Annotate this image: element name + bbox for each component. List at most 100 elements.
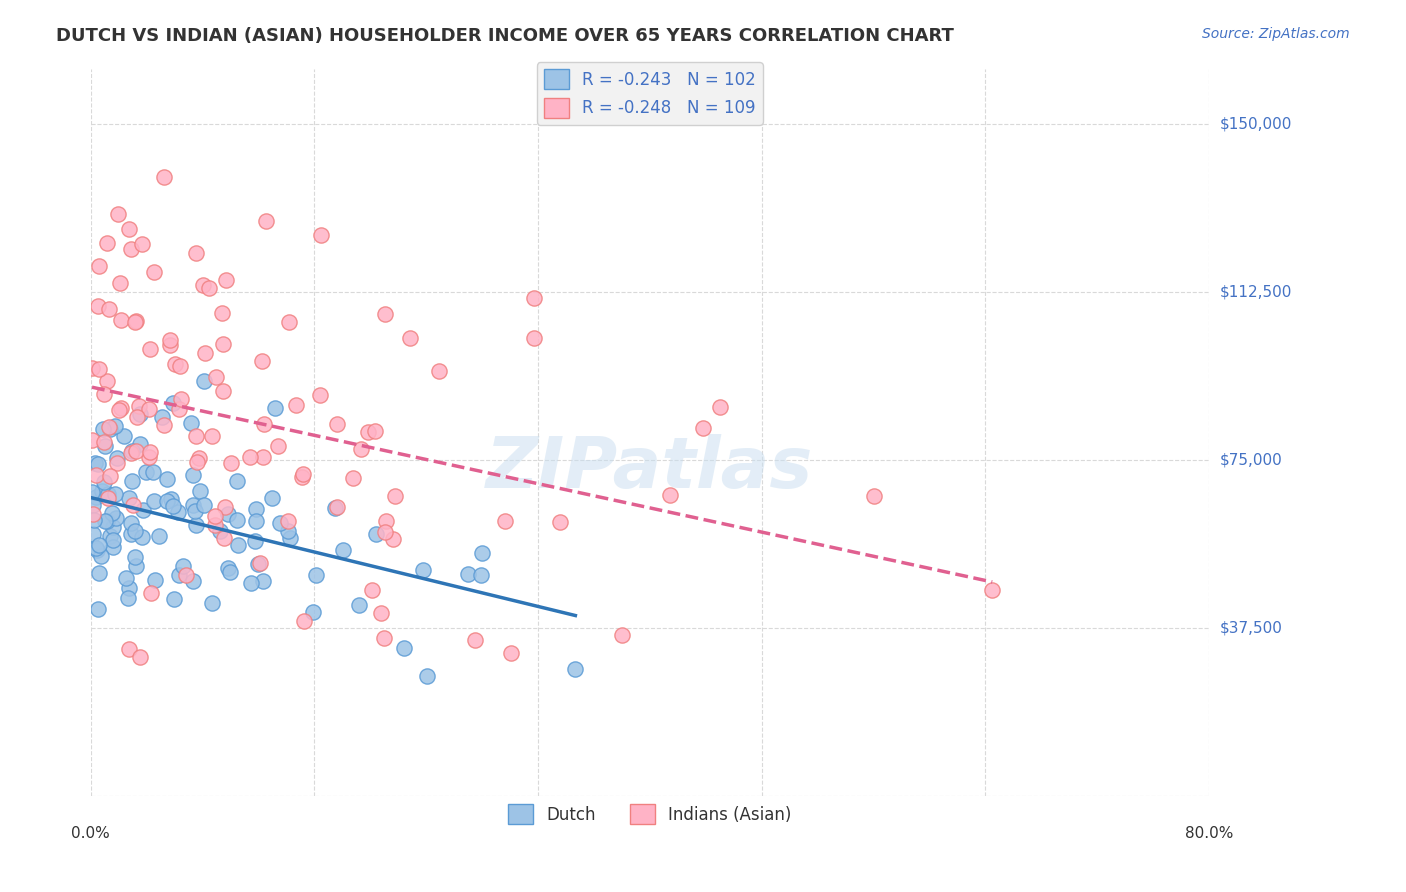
Dutch bbox=[160, 491, 183, 506]
Dutch bbox=[100, 506, 122, 520]
Dutch bbox=[304, 568, 326, 582]
Indians (Asian) bbox=[159, 338, 181, 352]
Indians (Asian) bbox=[110, 401, 132, 416]
Indians (Asian) bbox=[364, 424, 387, 438]
Indians (Asian) bbox=[124, 444, 146, 458]
Indians (Asian) bbox=[381, 532, 404, 546]
Indians (Asian) bbox=[165, 357, 187, 371]
Dutch bbox=[104, 511, 127, 525]
Indians (Asian) bbox=[294, 614, 316, 628]
Indians (Asian) bbox=[201, 429, 224, 443]
Dutch bbox=[167, 505, 190, 519]
Dutch bbox=[186, 517, 208, 532]
Dutch bbox=[124, 558, 146, 573]
Indians (Asian) bbox=[204, 518, 226, 533]
Indians (Asian) bbox=[138, 450, 160, 464]
Dutch bbox=[104, 419, 127, 434]
Indians (Asian) bbox=[427, 364, 450, 378]
Indians (Asian) bbox=[374, 525, 396, 540]
Indians (Asian) bbox=[292, 467, 315, 481]
Dutch bbox=[264, 401, 287, 415]
Indians (Asian) bbox=[370, 606, 392, 620]
Dutch bbox=[121, 443, 143, 458]
Dutch bbox=[142, 494, 165, 508]
Indians (Asian) bbox=[278, 315, 301, 329]
Indians (Asian) bbox=[361, 582, 384, 597]
Dutch bbox=[104, 486, 127, 500]
Dutch bbox=[260, 491, 283, 505]
Text: Source: ZipAtlas.com: Source: ZipAtlas.com bbox=[1202, 27, 1350, 41]
Indians (Asian) bbox=[107, 207, 129, 221]
Dutch bbox=[246, 557, 269, 571]
Dutch bbox=[217, 507, 239, 521]
Dutch bbox=[208, 524, 231, 539]
Dutch bbox=[269, 516, 291, 530]
Dutch bbox=[225, 513, 247, 527]
Indians (Asian) bbox=[153, 169, 176, 184]
Indians (Asian) bbox=[291, 470, 314, 484]
Dutch bbox=[86, 542, 108, 557]
Indians (Asian) bbox=[159, 333, 181, 347]
Indians (Asian) bbox=[105, 456, 128, 470]
Dutch bbox=[302, 605, 325, 619]
Dutch bbox=[84, 490, 107, 504]
Dutch bbox=[89, 566, 111, 580]
Indians (Asian) bbox=[342, 471, 364, 485]
Indians (Asian) bbox=[186, 455, 208, 469]
Text: $150,000: $150,000 bbox=[1220, 117, 1292, 132]
Indians (Asian) bbox=[98, 420, 121, 434]
Dutch bbox=[239, 576, 262, 591]
Indians (Asian) bbox=[239, 450, 262, 464]
Dutch bbox=[183, 468, 205, 483]
Indians (Asian) bbox=[254, 213, 277, 227]
Indians (Asian) bbox=[121, 498, 143, 512]
Indians (Asian) bbox=[277, 514, 299, 528]
Indians (Asian) bbox=[93, 435, 115, 450]
Indians (Asian) bbox=[87, 299, 110, 313]
Dutch bbox=[323, 500, 346, 515]
Dutch bbox=[82, 526, 104, 541]
Dutch bbox=[252, 574, 274, 588]
Dutch bbox=[83, 456, 105, 470]
Dutch bbox=[124, 524, 146, 538]
Dutch bbox=[280, 531, 302, 545]
Dutch bbox=[145, 573, 167, 587]
Indians (Asian) bbox=[350, 442, 373, 457]
Text: 80.0%: 80.0% bbox=[1185, 826, 1233, 841]
Indians (Asian) bbox=[252, 450, 274, 464]
Dutch bbox=[564, 662, 586, 676]
Dutch bbox=[124, 550, 146, 565]
Indians (Asian) bbox=[375, 514, 398, 528]
Indians (Asian) bbox=[523, 291, 546, 305]
Indians (Asian) bbox=[131, 236, 153, 251]
Dutch bbox=[103, 533, 125, 547]
Dutch bbox=[132, 503, 155, 517]
Dutch bbox=[471, 545, 494, 559]
Indians (Asian) bbox=[863, 489, 886, 503]
Text: 0.0%: 0.0% bbox=[72, 826, 110, 841]
Indians (Asian) bbox=[96, 235, 118, 250]
Dutch bbox=[332, 542, 354, 557]
Text: ZIPatlas: ZIPatlas bbox=[486, 434, 814, 503]
Dutch bbox=[115, 571, 138, 585]
Dutch bbox=[82, 498, 104, 512]
Dutch bbox=[156, 494, 179, 508]
Indians (Asian) bbox=[211, 337, 233, 351]
Dutch bbox=[148, 529, 170, 543]
Indians (Asian) bbox=[464, 632, 486, 647]
Indians (Asian) bbox=[219, 456, 242, 470]
Indians (Asian) bbox=[523, 331, 546, 345]
Text: $75,000: $75,000 bbox=[1220, 452, 1282, 467]
Dutch bbox=[156, 472, 179, 486]
Indians (Asian) bbox=[93, 387, 115, 401]
Dutch bbox=[225, 474, 247, 488]
Indians (Asian) bbox=[253, 417, 276, 432]
Dutch bbox=[98, 422, 121, 436]
Dutch bbox=[181, 574, 204, 589]
Indians (Asian) bbox=[194, 345, 217, 359]
Dutch bbox=[93, 422, 115, 436]
Indians (Asian) bbox=[250, 353, 273, 368]
Dutch bbox=[83, 513, 105, 527]
Indians (Asian) bbox=[373, 308, 395, 322]
Indians (Asian) bbox=[142, 265, 165, 279]
